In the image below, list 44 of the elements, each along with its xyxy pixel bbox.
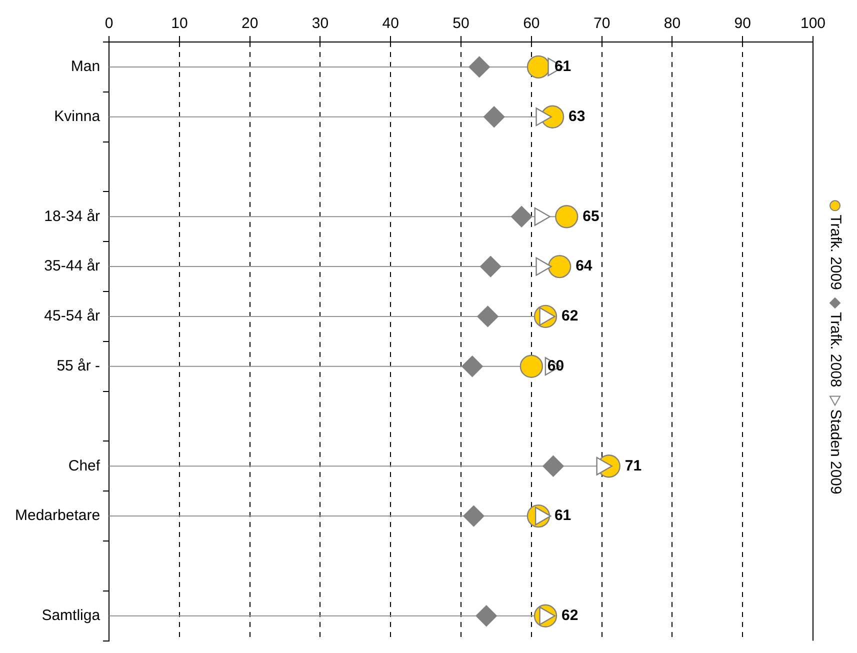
- y-tick-label: 35-44 år: [44, 258, 100, 275]
- point: [510, 206, 532, 228]
- y-tick-label: Chef: [68, 457, 101, 474]
- x-tick-label: 100: [800, 15, 826, 32]
- point: [463, 505, 484, 527]
- data-label: 60: [547, 357, 564, 374]
- data-label: 63: [568, 108, 586, 125]
- x-tick-label: 90: [734, 15, 751, 32]
- x-tick-label: 80: [664, 15, 681, 32]
- x-tick-label: 70: [593, 15, 610, 32]
- point: [476, 605, 497, 626]
- x-tick-label: 40: [382, 15, 399, 32]
- x-tick-label: 30: [312, 15, 329, 32]
- data-label: 62: [562, 308, 578, 325]
- data-label: 61: [554, 58, 572, 76]
- x-tick-label: 50: [452, 15, 470, 32]
- legend-label: Staden 2009: [826, 409, 844, 494]
- y-tick-label: Kvinna: [54, 108, 101, 125]
- point: [484, 106, 505, 128]
- x-tick-label: 60: [523, 15, 540, 32]
- x-tick-label: 20: [241, 15, 258, 32]
- y-tick-label: 45-54 år: [44, 308, 100, 325]
- data-label: 71: [624, 457, 642, 474]
- data-label: 61: [554, 507, 572, 524]
- point: [477, 306, 498, 328]
- y-tick-label: 55 år -: [56, 357, 100, 374]
- data-label: 62: [562, 606, 578, 624]
- point: [468, 56, 490, 78]
- x-tick-label: 10: [171, 15, 188, 32]
- data-label: 65: [582, 208, 600, 225]
- y-tick-label: Medarbetare: [14, 507, 100, 524]
- y-tick-label: 18-34 år: [44, 208, 100, 225]
- point: [555, 205, 578, 228]
- data-label: 64: [576, 258, 593, 275]
- point: [462, 356, 483, 377]
- y-tick-label: Man: [70, 58, 100, 76]
- point: [542, 456, 564, 477]
- point: [548, 254, 572, 278]
- point: [480, 256, 502, 278]
- point: [520, 354, 544, 378]
- legend-label: Trafk. 2008: [826, 312, 844, 388]
- legend-label: Trafk. 2009: [826, 214, 844, 290]
- x-tick-label: 0: [104, 15, 114, 32]
- y-tick-label: Samtliga: [42, 606, 101, 624]
